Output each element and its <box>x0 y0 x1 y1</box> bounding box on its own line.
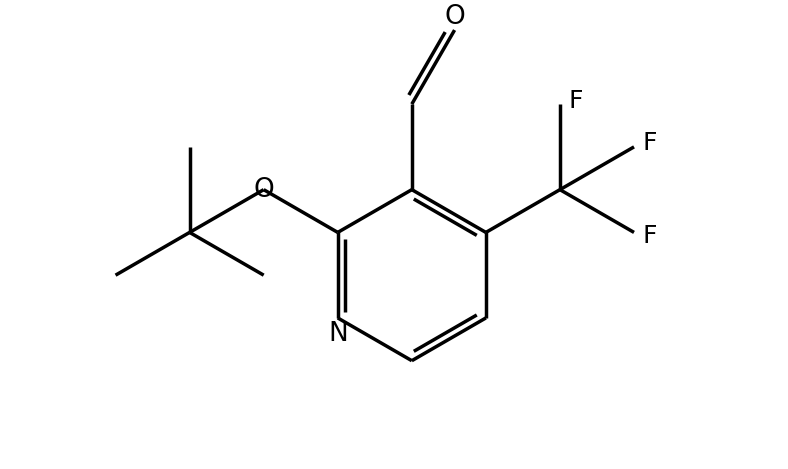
Text: O: O <box>253 177 274 203</box>
Text: F: F <box>568 89 583 113</box>
Text: O: O <box>444 4 465 30</box>
Text: F: F <box>642 131 657 155</box>
Text: N: N <box>328 321 348 347</box>
Text: F: F <box>642 224 657 248</box>
